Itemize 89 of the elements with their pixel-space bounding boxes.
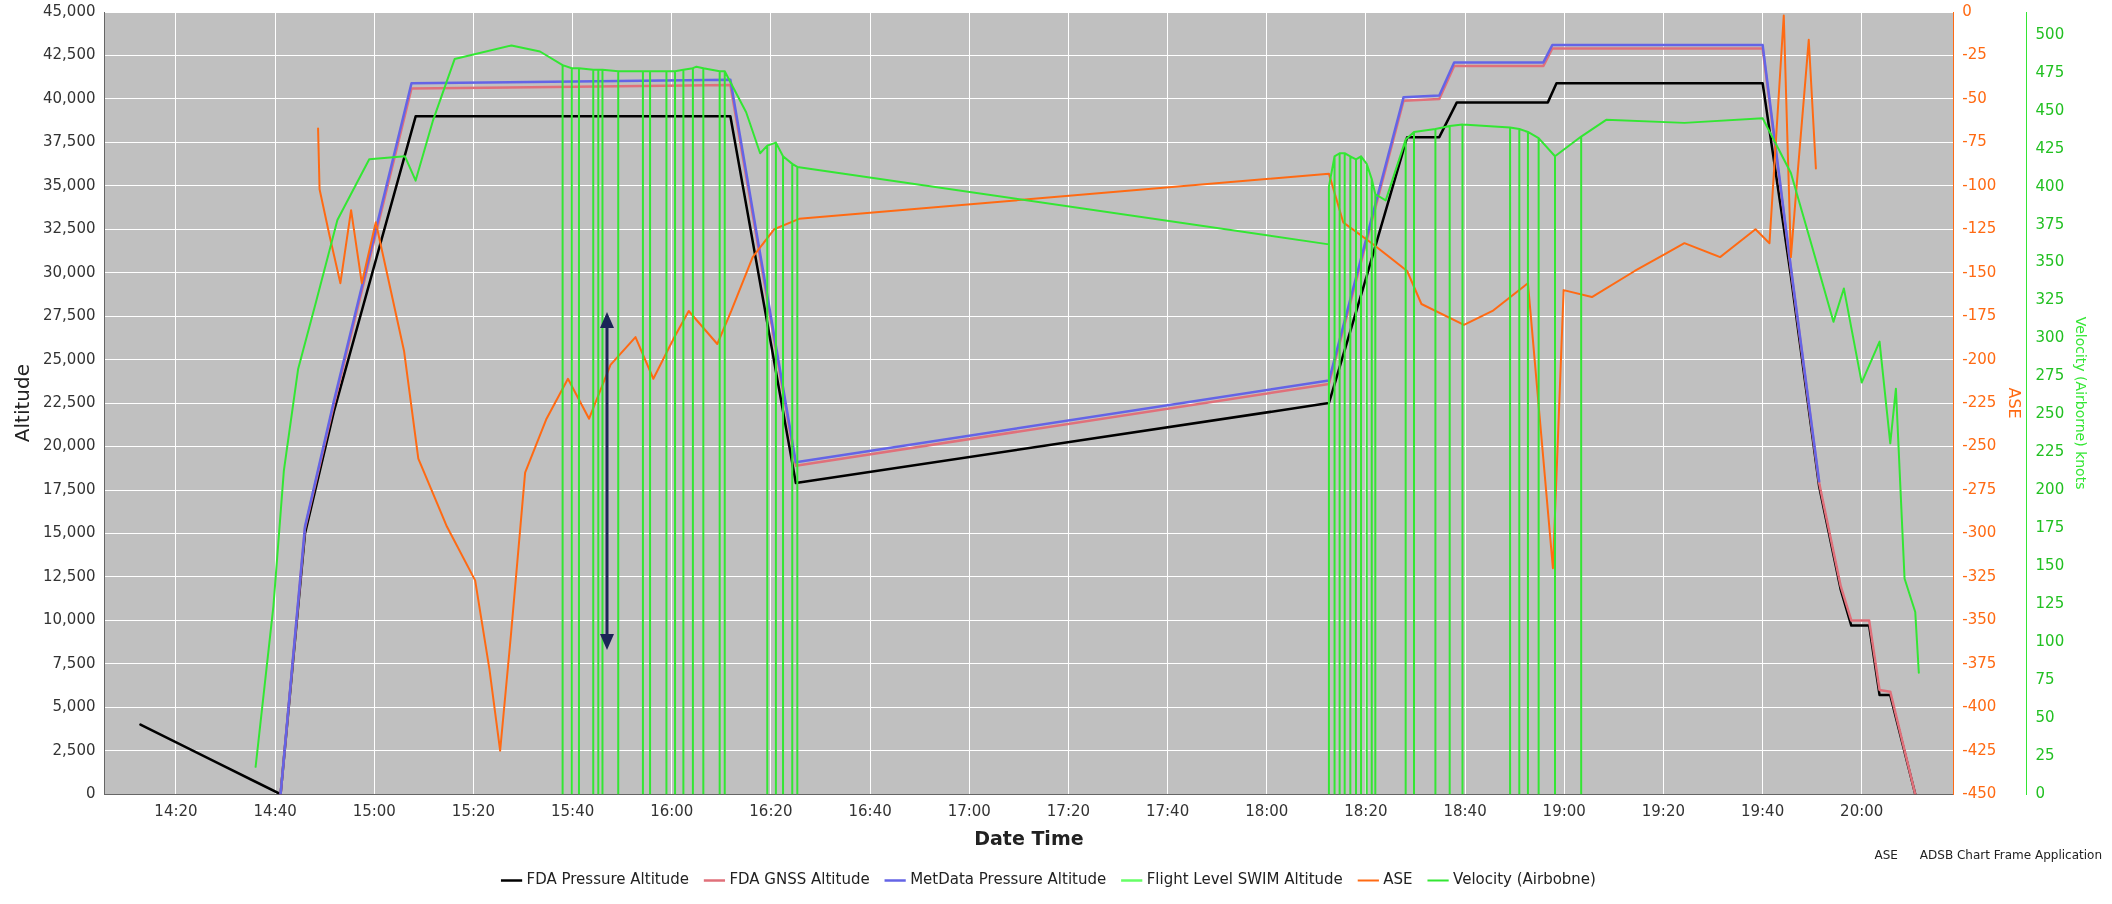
y3-tick-label: 175: [2035, 518, 2065, 537]
text: ADSB Chart Frame Application: [1919, 848, 2102, 863]
y3-tick-label: 150: [2035, 556, 2065, 575]
text: ASE: [1874, 848, 1898, 863]
y-tick-label: 12,500: [42, 566, 96, 585]
y-tick-label: 45,000: [42, 1, 96, 20]
legend-label: ASE: [1383, 870, 1413, 889]
y3-tick-label: 500: [2035, 24, 2065, 43]
y2-tick-label: -75: [1962, 132, 1987, 151]
x-tick-label: 16:20: [749, 802, 793, 821]
y2-tick-label: -425: [1962, 740, 1997, 759]
y-tick-label: 42,500: [42, 45, 96, 64]
y3-tick-label: 75: [2035, 670, 2055, 689]
legend-label: Flight Level SWIM Altitude: [1146, 870, 1343, 889]
x-tick-label: 18:00: [1245, 802, 1289, 821]
y2-tick-label: -175: [1962, 306, 1997, 325]
y-tick-label: 17,500: [42, 479, 96, 498]
y3-tick-label: 125: [2035, 594, 2065, 613]
y2-tick-label: -300: [1962, 523, 1997, 542]
x-tick-label: 20:00: [1840, 802, 1884, 821]
y2-tick-label: -275: [1962, 479, 1997, 498]
x-tick-label: 19:20: [1641, 802, 1685, 821]
y3-tick-label: 400: [2035, 176, 2065, 195]
legend-label: FDA GNSS Altitude: [729, 870, 870, 889]
y2-tick-label: -375: [1962, 653, 1997, 672]
y3-tick-label: 100: [2035, 632, 2065, 651]
y2-tick-label: -250: [1962, 436, 1997, 455]
legend-label: Velocity (Airbobne): [1453, 870, 1596, 889]
y2-tick-label: -25: [1962, 45, 1987, 64]
x-tick-label: 15:20: [451, 802, 496, 821]
y2-tick-label: -225: [1962, 392, 1997, 411]
y2-tick-label: -325: [1962, 566, 1997, 585]
y-tick-label: 37,500: [42, 132, 96, 151]
y-tick-label: 25,000: [42, 349, 96, 368]
x-tick-label: 15:40: [551, 802, 595, 821]
y2-tick-label: -350: [1962, 610, 1997, 629]
y3-axis-title: Velocity (Airborne) knots: [2072, 316, 2089, 490]
y-tick-label: 20,000: [42, 436, 96, 455]
y-tick-label: 5,000: [52, 697, 96, 716]
legend-label: FDA Pressure Altitude: [526, 870, 689, 889]
y2-tick-label: -50: [1962, 88, 1987, 107]
x-axis-title: Date Time: [974, 826, 1084, 849]
y-tick-label: 27,500: [42, 306, 96, 325]
y3-tick-label: 0: [2035, 784, 2046, 803]
x-tick-label: 15:00: [352, 802, 396, 821]
y3-tick-label: 425: [2035, 138, 2065, 157]
x-tick-label: 16:00: [650, 802, 694, 821]
y-tick-label: 10,000: [42, 610, 96, 629]
x-tick-label: 14:40: [253, 802, 297, 821]
y2-axis-title: ASE: [2004, 387, 2024, 419]
y3-tick-label: 475: [2035, 62, 2065, 81]
y-tick-label: 22,500: [42, 392, 96, 411]
y3-tick-label: 300: [2035, 328, 2065, 347]
x-tick-label: 17:20: [1046, 802, 1091, 821]
x-tick-label: 16:40: [848, 802, 892, 821]
y-axis-title: Altitude: [10, 364, 35, 443]
y2-tick-label: 0: [1962, 1, 1972, 20]
x-tick-label: 19:40: [1740, 802, 1785, 821]
y-tick-label: 40,000: [42, 88, 96, 107]
y-tick-label: 2,500: [52, 740, 96, 759]
x-tick-label: 17:00: [947, 802, 991, 821]
y2-tick-label: -100: [1962, 175, 1997, 194]
y3-tick-label: 375: [2035, 214, 2065, 233]
x-tick-label: 18:20: [1344, 802, 1388, 821]
y2-tick-label: -125: [1962, 219, 1997, 238]
y3-tick-label: 450: [2035, 100, 2065, 119]
y-tick-label: 0: [85, 784, 96, 803]
y2-tick-label: -400: [1962, 697, 1997, 716]
y3-tick-label: 225: [2035, 442, 2065, 461]
y2-tick-label: -450: [1962, 784, 1997, 803]
y-tick-label: 15,000: [42, 523, 96, 542]
legend-label: MetData Pressure Altitude: [910, 870, 1107, 889]
y3-tick-label: 25: [2035, 746, 2055, 765]
x-tick-label: 19:00: [1542, 802, 1586, 821]
y-tick-label: 35,000: [42, 175, 96, 194]
y-tick-label: 7,500: [52, 653, 96, 672]
y3-tick-label: 275: [2035, 366, 2065, 385]
y2-tick-label: -150: [1962, 262, 1997, 281]
x-tick-label: 14:20: [154, 802, 198, 821]
y3-tick-label: 200: [2035, 480, 2065, 499]
y-tick-label: 32,500: [42, 219, 96, 238]
y2-tick-label: -200: [1962, 349, 1997, 368]
x-tick-label: 17:40: [1145, 802, 1190, 821]
y3-tick-label: 350: [2035, 252, 2065, 271]
y-tick-label: 30,000: [42, 262, 96, 281]
y3-tick-label: 250: [2035, 404, 2065, 423]
y3-tick-label: 325: [2035, 290, 2065, 309]
x-tick-label: 18:40: [1443, 802, 1487, 821]
y3-tick-label: 50: [2035, 708, 2055, 727]
